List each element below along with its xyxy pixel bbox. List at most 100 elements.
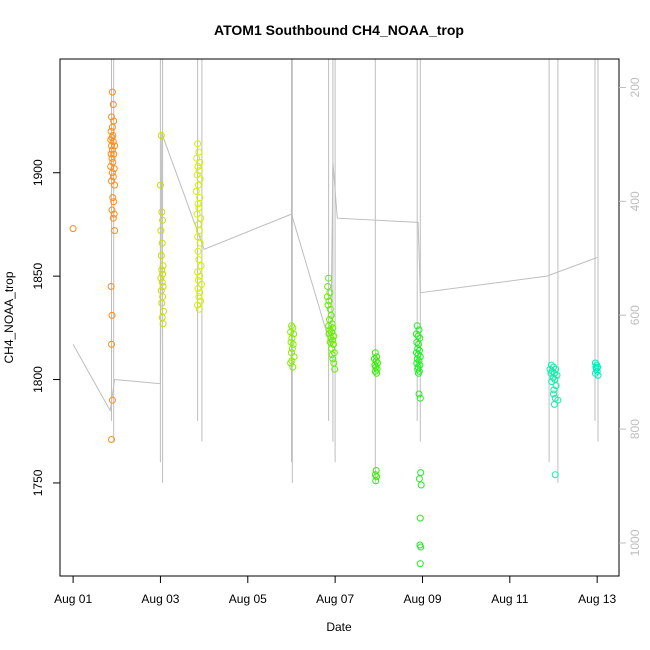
data-point: [373, 365, 381, 373]
data-point: [193, 210, 201, 218]
data-point: [550, 390, 557, 398]
data-point: [107, 150, 115, 158]
data-point: [329, 340, 337, 348]
data-point: [157, 132, 165, 139]
data-point: [109, 214, 117, 222]
data-point: [109, 194, 117, 202]
data-point: [372, 477, 380, 485]
data-point: [551, 471, 559, 479]
data-point: [109, 101, 117, 108]
data-point: [111, 142, 119, 150]
data-point: [195, 167, 203, 175]
data-point: [412, 330, 420, 338]
data-point: [158, 208, 166, 216]
data-point: [195, 204, 203, 212]
data-point: [195, 305, 203, 313]
data-point: [108, 340, 115, 348]
data-point: [326, 326, 334, 334]
x-tick-label: Aug 13: [578, 592, 616, 606]
data-point: [108, 206, 116, 214]
data-point: [108, 169, 116, 177]
data-point: [159, 262, 167, 270]
data-point: [194, 200, 202, 208]
data-point: [197, 262, 205, 270]
data-point: [110, 150, 118, 158]
data-point: [196, 158, 204, 166]
data-point: [159, 283, 167, 290]
y-tick-label: 1750: [31, 469, 45, 496]
data-point: [373, 369, 381, 377]
data-point: [157, 252, 165, 259]
data-point: [197, 214, 205, 222]
data-point: [593, 367, 601, 375]
y-tick-label: 1800: [31, 366, 45, 393]
data-point: [290, 353, 298, 361]
data-point: [329, 355, 337, 363]
data-point: [415, 390, 423, 398]
data-point: [194, 301, 202, 309]
data-point: [553, 371, 561, 379]
data-point: [111, 227, 119, 235]
x-axis: Aug 01 Aug 03 Aug 05 Aug 07 Aug 09 Aug 11 Aug …: [54, 576, 617, 606]
y-axis: 1750 1800 1850 1900: [31, 159, 60, 496]
data-point: [107, 283, 115, 290]
x-axis-label: Date: [326, 620, 352, 634]
data-point: [549, 374, 557, 381]
data-point: [289, 340, 297, 348]
data-point: [69, 225, 77, 233]
y2-tick-label: 1000: [628, 529, 642, 556]
data-point: [416, 560, 424, 568]
data-point: [195, 227, 203, 235]
x-tick-label: Aug 09: [403, 592, 441, 606]
y2-tick-label: 200: [628, 77, 642, 97]
data-point: [547, 369, 555, 377]
data-point: [109, 173, 117, 181]
data-point: [415, 369, 422, 377]
data-point: [108, 311, 116, 319]
plot-frame: [59, 58, 620, 577]
y-tick-label: 1900: [31, 159, 45, 186]
data-point: [325, 322, 333, 330]
data-point: [331, 365, 339, 373]
x-tick-label: Aug 01: [54, 592, 92, 606]
data-point: [417, 543, 425, 551]
altitude-trace: [72, 59, 599, 483]
data-point: [108, 396, 116, 404]
data-point: [373, 473, 381, 481]
data-point: [195, 148, 203, 156]
data-point: [159, 270, 167, 278]
data-point: [417, 481, 425, 489]
data-point: [194, 181, 202, 189]
data-points: [69, 88, 602, 568]
data-point: [413, 355, 421, 363]
y-tick-label: 1850: [31, 262, 45, 289]
data-point: [416, 514, 424, 522]
data-point: [108, 123, 116, 131]
y-axis-label: CH4_NOAA_trop: [2, 271, 16, 363]
data-point: [371, 367, 379, 375]
data-point: [159, 216, 167, 224]
data-point: [110, 165, 118, 173]
x-tick-label: Aug 07: [316, 592, 354, 606]
data-point: [195, 293, 203, 301]
data-point: [110, 198, 118, 206]
y2-tick-label: 800: [628, 419, 642, 439]
data-point: [107, 163, 115, 170]
data-point: [158, 239, 166, 247]
data-point: [196, 289, 204, 297]
data-point: [325, 274, 333, 282]
data-point: [324, 301, 332, 309]
data-point: [158, 299, 166, 307]
data-point: [329, 336, 336, 344]
data-point: [108, 113, 115, 121]
data-point: [196, 175, 204, 183]
data-point: [108, 154, 116, 162]
data-point: [196, 194, 204, 202]
data-point: [159, 320, 167, 328]
data-point: [552, 382, 560, 390]
data-point: [550, 386, 558, 394]
data-point: [328, 351, 336, 359]
data-point: [194, 163, 202, 170]
